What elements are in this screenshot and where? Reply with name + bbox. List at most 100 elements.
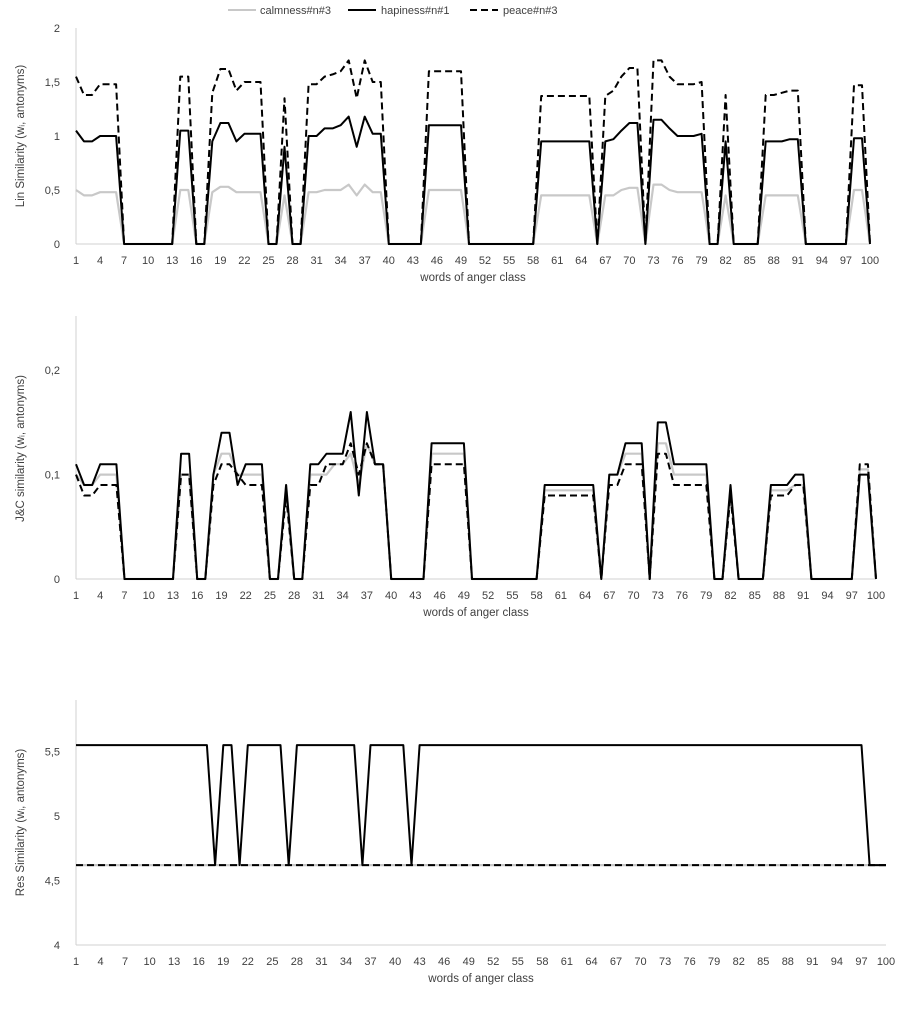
series-line-peace — [75, 59, 871, 245]
y-tick-label: 0 — [54, 239, 60, 251]
x-tick-label: 79 — [700, 590, 712, 602]
x-tick-label: 55 — [506, 590, 518, 602]
x-tick-label: 37 — [361, 590, 373, 602]
x-tick-label: 1 — [73, 590, 79, 602]
x-tick-label: 79 — [708, 956, 720, 968]
series-line-hapiness — [75, 411, 877, 580]
x-tick-label: 55 — [512, 956, 524, 968]
x-tick-label: 46 — [431, 255, 443, 267]
x-tick-label: 19 — [214, 255, 226, 267]
x-tick-label: 76 — [671, 255, 683, 267]
x-tick-label: 64 — [579, 590, 591, 602]
x-tick-label: 22 — [238, 255, 250, 267]
x-tick-label: 13 — [166, 255, 178, 267]
x-tick-label: 61 — [555, 590, 567, 602]
x-tick-label: 82 — [720, 255, 732, 267]
x-tick-label: 88 — [768, 255, 780, 267]
x-tick-label: 13 — [168, 956, 180, 968]
x-tick-label: 46 — [438, 956, 450, 968]
x-tick-label: 85 — [744, 255, 756, 267]
x-tick-label: 55 — [503, 255, 515, 267]
chart-res-similarity: 4 4,5 5 5,5 1 4 7 10 13 16 19 22 25 28 31 34 37 40 43 46 49 5… — [15, 700, 895, 985]
y-tick-label: 1,5 — [45, 77, 60, 89]
x-tick-label: 10 — [144, 956, 156, 968]
x-tick-label: 28 — [286, 255, 298, 267]
y-tick-label: 0,2 — [45, 365, 60, 377]
chart-jc-similarity: 0 0,1 0,2 1 4 7 10 13 16 19 22 25 28 31 34 37 40 43 46 49 52… — [15, 316, 885, 619]
series-line-hapiness — [75, 115, 871, 245]
legend: calmness#n#3 hapiness#n#1 peace#n#3 — [228, 5, 557, 17]
x-tick-label: 76 — [676, 590, 688, 602]
x-tick-label: 88 — [782, 956, 794, 968]
x-tick-label: 7 — [121, 255, 127, 267]
x-tick-label: 67 — [610, 956, 622, 968]
x-tick-label: 76 — [684, 956, 696, 968]
x-tick-label: 52 — [479, 255, 491, 267]
x-tick-label: 28 — [288, 590, 300, 602]
y-tick-label: 5 — [54, 811, 60, 823]
x-tick-label: 100 — [867, 590, 885, 602]
x-tick-label: 43 — [407, 255, 419, 267]
y-tick-label: 0,5 — [45, 185, 60, 197]
x-tick-label: 100 — [877, 956, 895, 968]
x-tick-label: 19 — [215, 590, 227, 602]
x-tick-label: 37 — [364, 956, 376, 968]
y-axis-title: Res Similarity (wᵢ, antonyms) — [15, 749, 27, 897]
x-tick-label: 31 — [315, 956, 327, 968]
x-tick-label: 34 — [335, 255, 347, 267]
x-tick-label: 97 — [855, 956, 867, 968]
x-tick-label: 85 — [749, 590, 761, 602]
x-tick-label: 85 — [757, 956, 769, 968]
x-tick-label: 19 — [217, 956, 229, 968]
x-tick-label: 13 — [167, 590, 179, 602]
x-tick-label: 97 — [846, 590, 858, 602]
x-tick-label: 88 — [773, 590, 785, 602]
x-tick-label: 4 — [97, 956, 103, 968]
x-tick-label: 58 — [530, 590, 542, 602]
x-tick-label: 1 — [73, 255, 79, 267]
x-tick-label: 22 — [240, 590, 252, 602]
x-tick-label: 34 — [337, 590, 349, 602]
x-tick-label: 91 — [797, 590, 809, 602]
series-line-hapiness — [76, 744, 886, 867]
x-tick-label: 22 — [242, 956, 254, 968]
x-tick-label: 16 — [190, 255, 202, 267]
legend-label-calmness: calmness#n#3 — [260, 5, 331, 17]
chart-lin-similarity: 0 0,5 1 1,5 2 1 4 7 10 13 16 19 22 25 28 31 34 37 40 43 46 49… — [15, 23, 879, 284]
x-tick-label: 70 — [623, 255, 635, 267]
x-axis-title: words of anger class — [422, 607, 529, 619]
x-tick-label: 46 — [434, 590, 446, 602]
x-tick-label: 79 — [695, 255, 707, 267]
x-tick-label: 94 — [821, 590, 833, 602]
x-tick-label: 64 — [575, 255, 587, 267]
y-axis-title: J&C similarity (wᵢ, antonyms) — [15, 375, 27, 522]
x-tick-label: 49 — [463, 956, 475, 968]
x-tick-label: 70 — [627, 590, 639, 602]
series-line-peace — [75, 442, 877, 580]
x-tick-label: 40 — [383, 255, 395, 267]
legend-label-peace: peace#n#3 — [503, 5, 557, 17]
x-tick-label: 49 — [455, 255, 467, 267]
x-tick-label: 16 — [191, 590, 203, 602]
x-tick-label: 82 — [733, 956, 745, 968]
y-tick-label: 4,5 — [45, 876, 60, 888]
x-tick-label: 16 — [193, 956, 205, 968]
x-tick-label: 25 — [266, 956, 278, 968]
x-tick-label: 10 — [142, 255, 154, 267]
y-tick-label: 2 — [54, 23, 60, 35]
x-tick-label: 49 — [458, 590, 470, 602]
x-tick-label: 73 — [652, 590, 664, 602]
x-tick-label: 73 — [647, 255, 659, 267]
y-tick-label: 0,1 — [45, 470, 60, 482]
x-tick-label: 43 — [414, 956, 426, 968]
x-tick-label: 34 — [340, 956, 352, 968]
x-tick-label: 73 — [659, 956, 671, 968]
y-tick-label: 1 — [54, 131, 60, 143]
x-tick-label: 64 — [585, 956, 597, 968]
legend-label-hapiness: hapiness#n#1 — [381, 5, 450, 17]
x-tick-label: 67 — [603, 590, 615, 602]
x-tick-label: 67 — [599, 255, 611, 267]
x-tick-label: 52 — [487, 956, 499, 968]
x-tick-label: 58 — [536, 956, 548, 968]
